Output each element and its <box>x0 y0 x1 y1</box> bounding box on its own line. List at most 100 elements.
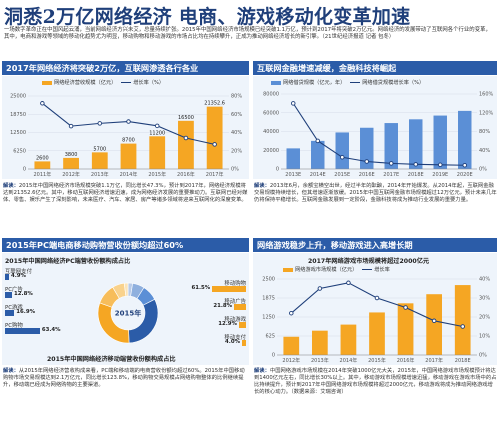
share-label: 移动游戏 <box>224 317 246 323</box>
bar-mark <box>458 110 472 169</box>
legend-label: 网络借贷规模增长率（%） <box>362 80 425 86</box>
y2-tick-label: 0% <box>479 353 487 359</box>
x-tick-label: 2014年 <box>120 171 138 178</box>
share-row: 移动广告 21.8% <box>174 297 246 311</box>
share-value: 4.0% <box>225 339 240 345</box>
y-tick-label: 25000 <box>10 94 26 100</box>
bar-value-label: 8700 <box>122 138 135 144</box>
rate-point <box>374 295 380 301</box>
x-tick-label: 2013年 <box>311 357 329 364</box>
legend-swatch-bar <box>283 267 293 272</box>
page-headline: 洞悉2万亿网络经济 电商、游戏移动化变革加速 <box>4 6 411 28</box>
share-row: 移动支付 4.0% <box>174 333 246 347</box>
y2-tick-label: 80% <box>231 94 242 100</box>
panel4-chart-title: 2017年网络游戏市场规模将超过2000亿元 <box>308 258 430 265</box>
share-donut-chart: 2015年 <box>97 282 159 344</box>
x-tick-label: 2012年 <box>62 171 80 178</box>
legend-swatch-line <box>362 268 373 271</box>
bar-mark <box>335 132 349 169</box>
share-bar <box>5 328 40 334</box>
bar-mark <box>454 285 471 355</box>
panel4-note: 解读：中国网络游戏市场规模在2014年突破1000亿元大关，2015年，中国网络… <box>254 368 497 396</box>
x-tick-label: 2011年 <box>33 171 51 178</box>
y-tick-label: 12500 <box>10 130 26 136</box>
y-tick-label: 0 <box>272 353 275 359</box>
legend-swatch-bar <box>42 80 52 85</box>
y-tick-label: 6250 <box>13 148 26 154</box>
bar-value-label: 2600 <box>36 155 49 161</box>
y-tick-label: 1875 <box>262 296 275 302</box>
share-bar <box>212 286 246 292</box>
share-label: 移动购物 <box>224 281 246 287</box>
share-row: 移动购物 61.5% <box>174 279 246 293</box>
bar-mark <box>63 157 79 169</box>
x-tick-label: 2016年 <box>397 357 415 364</box>
bar-mark <box>91 152 108 169</box>
rate-point <box>289 310 294 316</box>
note-text: 中国网络游戏市场规模在2014年突破1000亿元大关，2015年，中国网络游戏市… <box>254 368 497 395</box>
bar-mark <box>34 161 51 169</box>
donut-center-label: 2015年 <box>115 309 141 318</box>
share-bar <box>238 322 246 328</box>
y2-tick-label: 120% <box>479 110 494 116</box>
share-label: PC游戏 <box>5 305 23 311</box>
panel1-note: 解读：2015年中国网络经济市场规模突破1.1万亿，同比增长47.3%，预计到2… <box>3 183 249 204</box>
panel3-chart-area: 2015年中国网络经济PC端营收份额构成占比 互联网支付 4.9% PC广告 12.8… <box>2 253 249 365</box>
pc-share-title: 2015年中国网络经济PC端营收份额构成占比 <box>5 258 131 265</box>
y2-tick-label: 80% <box>479 129 490 135</box>
panel1-banner: 2017年网络经济将突破2万亿，互联网渗透各行各业 <box>2 61 249 75</box>
rate-point <box>431 318 437 324</box>
x-tick-label: 2015E <box>334 172 350 178</box>
share-label: PC购物 <box>5 323 23 329</box>
rate-point <box>388 161 394 166</box>
x-tick-label: 2017年 <box>206 171 224 178</box>
share-bar <box>234 304 246 310</box>
share-row: 移动游戏 12.9% <box>174 315 246 329</box>
rate-point <box>364 159 369 164</box>
x-tick-label: 2014E <box>310 172 326 178</box>
note-label: 解读： <box>254 368 270 374</box>
rate-point <box>403 305 408 310</box>
y2-tick-label: 40% <box>479 277 490 283</box>
x-tick-label: 2017E <box>383 172 399 178</box>
share-row: PC游戏 16.9% <box>5 303 85 317</box>
rate-point <box>291 101 296 106</box>
y-tick-label: 2500 <box>262 277 275 283</box>
share-value: 21.8% <box>213 303 233 309</box>
share-row: 互联网支付 4.9% <box>5 267 85 281</box>
donut-slice <box>128 298 159 344</box>
y-tick-label: 60000 <box>263 110 279 116</box>
rate-point <box>183 135 189 141</box>
x-tick-label: 2019E <box>432 172 448 178</box>
legend-label: 网络经济营收规模（亿元） <box>54 80 117 86</box>
y-tick-label: 20000 <box>263 148 279 154</box>
x-tick-label: 2018E <box>408 172 424 178</box>
rate-point <box>315 138 321 144</box>
x-tick-label: 2013E <box>285 172 301 178</box>
x-tick-label: 2015年 <box>368 357 386 364</box>
rate-point <box>437 162 443 168</box>
rate-point <box>460 324 465 329</box>
bar-mark <box>397 303 414 355</box>
share-bar <box>5 274 9 280</box>
bar-value-label: 16500 <box>178 115 194 121</box>
share-value: 4.9% <box>11 273 26 279</box>
rate-point <box>212 142 217 147</box>
x-tick-label: 2014年 <box>340 357 358 364</box>
bar-mark <box>178 120 194 169</box>
y2-tick-label: 30% <box>479 296 490 302</box>
legend-label: 增长率 <box>374 267 390 273</box>
share-label: 移动广告 <box>224 299 246 305</box>
finance-chart: 0 0% 20000 40% 40000 80% 60000 120% 80000 160% 201… <box>263 92 494 178</box>
bar-mark <box>283 336 300 355</box>
bar-value-label: 3800 <box>65 152 78 158</box>
share-bar <box>242 340 246 346</box>
x-tick-label: 2020E <box>457 172 473 178</box>
legend-swatch-bar <box>271 80 281 85</box>
panel2-note: 解读：2013年6月，余额宝横空出世，经过半年的酝酿，2014年开始爆发。从20… <box>254 183 497 204</box>
panel4-legend: 网络游戏市场规模（亿元） 增长率 <box>283 266 390 273</box>
note-label: 解读： <box>254 183 270 189</box>
panel1-chart-area: 网络经济营收规模（亿元） 增长率（%） 0 0% 6250 20% 12500 40% 18… <box>2 76 249 179</box>
share-value: 16.9% <box>16 309 35 315</box>
intro-paragraph: 一场数字革命正在中国风起云涌，当前网络经济方兴未艾，总量持续扩张。2015年中国… <box>4 27 491 41</box>
